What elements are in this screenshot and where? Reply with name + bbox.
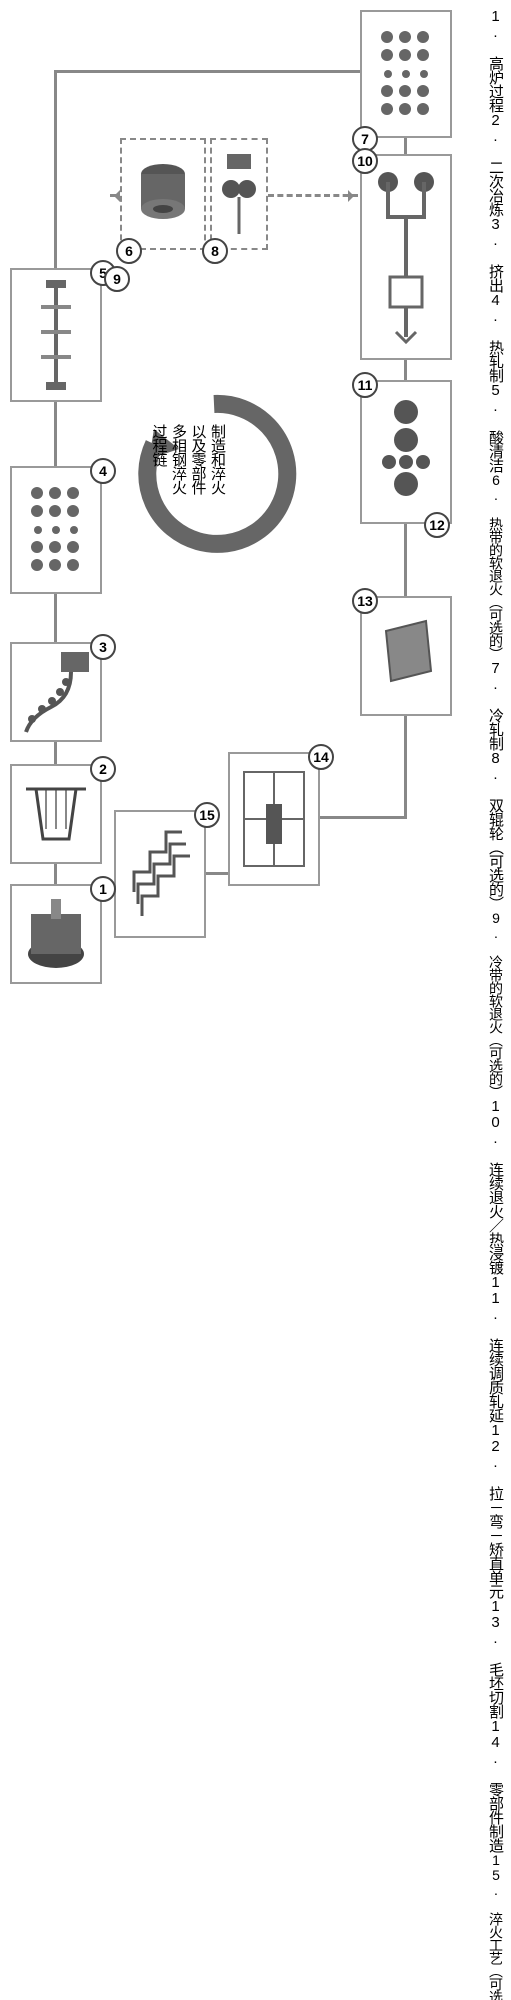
conn-13-14 <box>404 716 407 816</box>
conn-7-10 <box>404 138 407 154</box>
casting-icon <box>16 647 96 737</box>
conn-5-7 <box>54 70 360 73</box>
conn-2-3 <box>54 742 57 764</box>
box-1-furnace <box>10 884 102 984</box>
skin-pass-icon <box>371 392 441 512</box>
legend-item-14: 14. 零部件制造 <box>461 1718 503 1852</box>
legend-item-4: 4. 热轧制 <box>461 292 503 382</box>
center-line-4: 制造和淬火 <box>208 424 228 494</box>
badge-12: 12 <box>424 512 450 538</box>
roll-grid-icon-2 <box>381 31 431 117</box>
process-diagram: 1 2 3 4 <box>4 4 462 996</box>
legend-item-13: 13. 毛坯切割 <box>461 1598 503 1718</box>
box-13-blanking <box>360 596 452 716</box>
legend-item-7: 7. 冷轧制 <box>461 660 503 750</box>
roll-grid-icon <box>31 487 81 573</box>
box-11-skin-pass <box>360 380 452 524</box>
legend-item-8: 8. 双辊轮（可选的） <box>461 750 503 910</box>
box-5-pickling <box>10 268 102 402</box>
legend-item-6: 6. 热带的软退火（可选的） <box>461 472 503 660</box>
pickling-icon <box>21 275 91 395</box>
box-15-hardening <box>114 810 206 938</box>
conn-3-4 <box>54 594 57 642</box>
box-4-hot-rolling <box>10 466 102 594</box>
arrow-dash-6 <box>110 194 120 197</box>
hardening-icon <box>122 824 198 924</box>
box-6-soft-anneal <box>120 138 206 250</box>
box-8-twin-roll <box>210 138 268 250</box>
legend-item-10: 10. 连续退火／热浸镀 <box>461 1098 503 1274</box>
badge-11: 11 <box>352 372 378 398</box>
press-icon <box>236 764 312 874</box>
legend-item-1: 1. 高炉过程 <box>461 8 503 112</box>
legend-item-11: 11. 连续调质轧延 <box>461 1274 503 1422</box>
legend-item-5: 5. 酸清洁 <box>461 382 503 472</box>
center-label: 过程链 多相钢淬火 以及零部件 制造和淬火 <box>149 424 279 494</box>
furnace-icon <box>21 894 91 974</box>
legend: 1. 高炉过程2. 二次冶炼3. 挤出4. 热轧制5. 酸清洁6. 热带的软退火… <box>461 8 503 992</box>
legend-item-15: 15. 淬火工艺（可选的）（例如带可选的调质的空气硬化） <box>461 1852 503 2000</box>
conn-1-2 <box>54 864 57 884</box>
legend-item-2: 2. 二次冶炼 <box>461 112 503 216</box>
center-line-3: 以及零部件 <box>188 424 208 494</box>
badge-10: 10 <box>352 148 378 174</box>
blank-icon <box>371 611 441 701</box>
conn-14-15 <box>206 872 228 875</box>
conn-4-5 <box>54 402 57 466</box>
badge-6: 6 <box>116 238 142 264</box>
badge-13: 13 <box>352 588 378 614</box>
anneal-line-icon <box>368 167 444 347</box>
center-line-2: 多相钢淬火 <box>169 424 189 494</box>
conn-5-up <box>54 70 57 268</box>
box-14-part-mfg <box>228 752 320 886</box>
badge-15: 15 <box>194 802 220 828</box>
box-10-continuous-anneal <box>360 154 452 360</box>
center-line-1: 过程链 <box>149 424 169 494</box>
badge-14: 14 <box>308 744 334 770</box>
ladle-icon <box>21 774 91 854</box>
coil-icon <box>133 154 193 234</box>
legend-item-3: 3. 挤出 <box>461 216 503 292</box>
conn-10-11 <box>404 360 407 380</box>
box-7-cold-rolling <box>360 10 452 138</box>
arrow-dash-8 <box>268 194 358 197</box>
badge-4: 4 <box>90 458 116 484</box>
legend-item-12: 12. 拉－弯－矫直单元 <box>461 1422 503 1598</box>
twin-roll-icon <box>219 149 259 239</box>
box-3-casting <box>10 642 102 742</box>
conn-13-14h <box>320 816 407 819</box>
badge-9: 9 <box>104 266 130 292</box>
badge-3: 3 <box>90 634 116 660</box>
badge-1: 1 <box>90 876 116 902</box>
badge-2: 2 <box>90 756 116 782</box>
box-2-refining <box>10 764 102 864</box>
badge-8: 8 <box>202 238 228 264</box>
conn-11-13 <box>404 524 407 596</box>
legend-item-9: 9. 冷带的软退火（可选的） <box>461 910 503 1098</box>
